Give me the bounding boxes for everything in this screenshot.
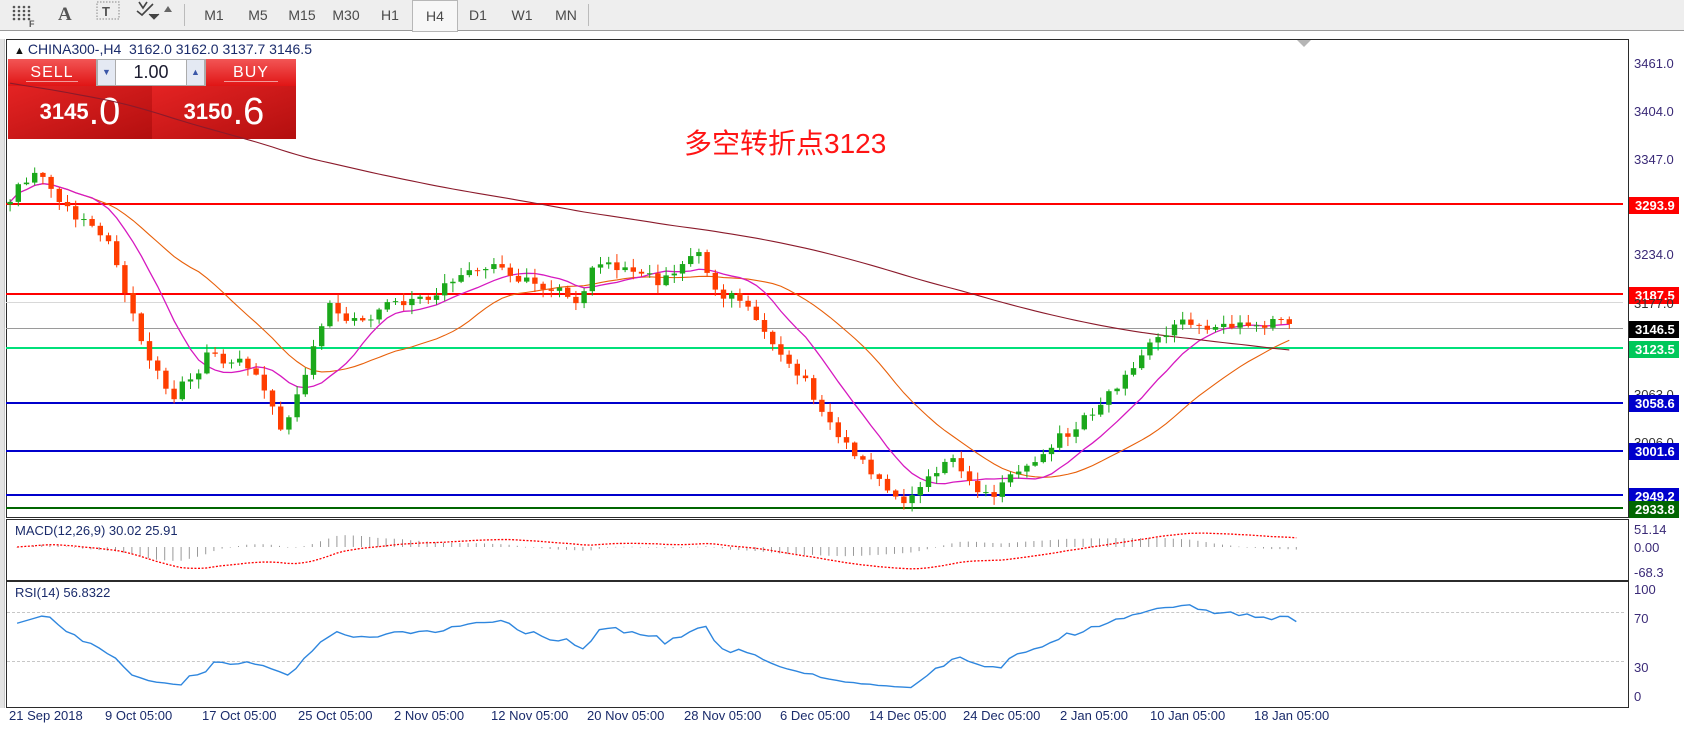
svg-text:T: T	[102, 4, 110, 19]
svg-text:F: F	[29, 19, 35, 29]
